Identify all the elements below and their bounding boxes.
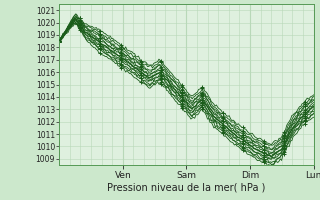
X-axis label: Pression niveau de la mer( hPa ): Pression niveau de la mer( hPa ) <box>107 182 266 192</box>
